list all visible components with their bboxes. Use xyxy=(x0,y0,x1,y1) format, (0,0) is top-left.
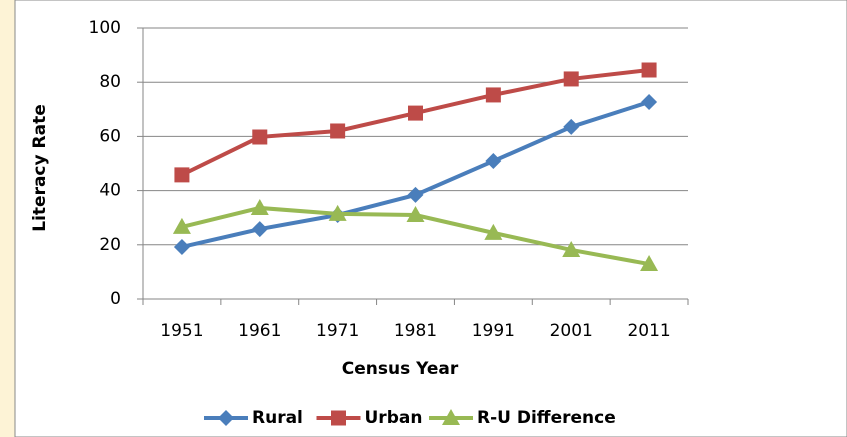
triangle-marker xyxy=(640,255,659,272)
square-marker xyxy=(330,123,346,139)
diamond-marker xyxy=(563,118,580,135)
x-tick-label: 1961 xyxy=(238,321,281,341)
y-tick-label: 20 xyxy=(99,235,121,255)
diamond-marker xyxy=(485,153,502,170)
square-marker xyxy=(485,87,501,103)
diamond-marker xyxy=(251,221,268,238)
square-marker xyxy=(641,62,657,78)
triangle-marker xyxy=(172,217,191,234)
y-tick-label: 40 xyxy=(99,181,121,201)
diamond-marker xyxy=(173,238,190,255)
triangle-marker xyxy=(442,409,460,425)
diamond-marker xyxy=(641,93,658,110)
x-tick-label: 1951 xyxy=(160,321,203,341)
square-marker xyxy=(331,410,346,426)
x-tick-label: 2011 xyxy=(627,321,670,341)
legend-label: R-U Difference xyxy=(477,408,616,428)
legend-label: Rural xyxy=(252,408,303,428)
square-marker xyxy=(563,71,579,87)
x-tick-label: 2001 xyxy=(550,321,593,341)
legend-label: Urban xyxy=(365,408,423,428)
x-axis-title: Census Year xyxy=(342,359,459,379)
x-tick-label: 1981 xyxy=(394,321,437,341)
triangle-marker xyxy=(406,205,425,222)
diamond-marker xyxy=(218,410,234,426)
y-axis-title: Literacy Rate xyxy=(30,104,50,231)
y-tick-label: 80 xyxy=(99,72,121,92)
square-marker xyxy=(408,105,423,121)
triangle-marker xyxy=(484,223,503,240)
x-tick-label: 1991 xyxy=(472,321,515,341)
x-tick-label: 1971 xyxy=(316,321,359,341)
y-tick-label: 100 xyxy=(89,18,121,38)
square-marker xyxy=(174,167,190,183)
triangle-marker xyxy=(250,198,269,215)
diamond-marker xyxy=(407,186,424,203)
triangle-marker xyxy=(328,204,347,221)
square-marker xyxy=(252,129,268,145)
y-tick-label: 60 xyxy=(99,126,121,146)
triangle-marker xyxy=(562,240,581,257)
y-tick-label: 0 xyxy=(110,289,121,309)
